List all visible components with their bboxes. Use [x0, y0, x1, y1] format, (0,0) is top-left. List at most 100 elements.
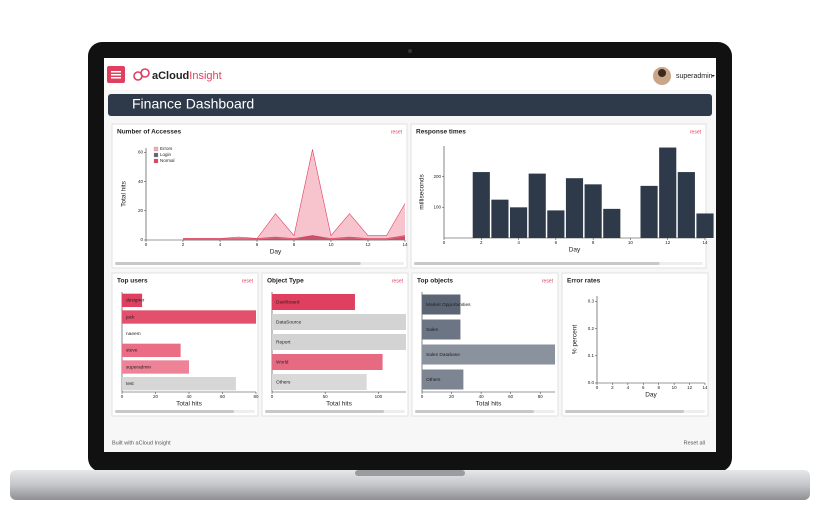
bar-label: DataSource: [276, 319, 302, 325]
bar: [422, 344, 555, 365]
bar: [122, 360, 189, 374]
top-bar: [104, 58, 716, 90]
legend-swatch: [153, 152, 159, 158]
footer-text: Built with aCloud Insight: [112, 440, 171, 446]
scroll-thumb[interactable]: [265, 410, 384, 413]
bar: [547, 210, 565, 238]
reset-all[interactable]: Reset all: [684, 440, 705, 446]
bar: [272, 354, 383, 370]
panel-title: Error rates: [567, 278, 601, 285]
bar: [122, 377, 236, 391]
x-axis-label: Total hits: [326, 401, 352, 408]
area-fill: [183, 149, 405, 240]
bar-label: naeem: [126, 332, 141, 337]
bar: [422, 294, 461, 315]
reset-link[interactable]: reset: [542, 278, 554, 284]
bar: [122, 343, 181, 357]
panel: [561, 272, 709, 417]
bar: [472, 172, 490, 238]
menu-icon: [111, 77, 121, 79]
x-tick-label: 4: [627, 385, 630, 390]
x-tick-label: 2: [480, 240, 483, 245]
reset-link[interactable]: reset: [392, 278, 404, 284]
bar: [565, 178, 584, 238]
bar: [640, 185, 658, 238]
bar: [122, 310, 256, 324]
x-axis-label: Day: [645, 392, 657, 399]
bar-label: Market Opportunities: [426, 302, 471, 308]
user-caret: [711, 75, 715, 77]
y-tick-label: 100: [433, 205, 441, 210]
x-tick-label: 0: [443, 240, 446, 245]
x-tick-label: 14: [702, 385, 708, 390]
x-tick-label: 8: [293, 242, 296, 247]
logo-b: Insight: [189, 70, 221, 82]
x-tick-label: 50: [323, 394, 329, 399]
panel-title: Number of Accesses: [117, 129, 181, 136]
bar: [122, 293, 143, 307]
y-tick-label: 0.2: [588, 326, 595, 331]
x-tick-label: 40: [186, 394, 192, 399]
base-notch: [355, 470, 465, 476]
x-tick-label: 6: [256, 242, 259, 247]
x-tick-label: 8: [592, 240, 595, 245]
x-tick-label: 0: [271, 394, 274, 399]
scroll-thumb[interactable]: [115, 262, 361, 265]
bar-label: steve: [126, 348, 138, 354]
bar-label: Sales: [426, 327, 439, 333]
bar: [272, 314, 406, 330]
scroll-thumb[interactable]: [415, 410, 534, 413]
laptop-base: [10, 470, 810, 500]
y-tick-label: 20: [138, 208, 144, 213]
x-tick-label: 12: [687, 385, 693, 390]
bar: [272, 294, 355, 310]
panel-title: Object Type: [267, 278, 304, 285]
x-axis-label: Day: [270, 249, 282, 256]
camera: [408, 49, 412, 53]
bar-label: Others: [276, 379, 291, 385]
x-tick-label: 10: [328, 242, 334, 247]
panel-title: Response times: [416, 129, 466, 136]
legend-swatch: [153, 146, 159, 152]
reset-link[interactable]: reset: [391, 129, 403, 135]
scroll-thumb[interactable]: [565, 410, 684, 413]
x-tick-label: 6: [642, 385, 645, 390]
x-tick-label: 20: [153, 394, 159, 399]
x-tick-label: 80: [253, 394, 259, 399]
logo: aCloudInsight: [152, 70, 222, 82]
panel: [111, 123, 408, 269]
bar-label: jack: [125, 314, 135, 320]
bar: [696, 213, 714, 238]
x-tick-label: 80: [538, 394, 544, 399]
y-axis-label: milliseconds: [419, 174, 426, 210]
y-tick-label: 60: [138, 150, 144, 155]
x-tick-label: 0: [145, 242, 148, 247]
bar: [272, 374, 367, 390]
bar: [603, 208, 621, 238]
legend-swatch: [153, 158, 159, 164]
x-tick-label: 100: [375, 394, 383, 399]
bar: [272, 334, 406, 350]
bar: [677, 172, 695, 238]
bar: [422, 319, 461, 340]
scroll-thumb[interactable]: [414, 262, 660, 265]
user-name[interactable]: superadmin: [676, 73, 713, 80]
bar-label: Dashboard: [276, 299, 300, 305]
bar-label: test: [126, 381, 134, 387]
menu-icon: [111, 74, 121, 76]
x-axis-label: Total hits: [476, 401, 502, 408]
panel-title: Top users: [117, 278, 148, 285]
bar-label: Sales Database: [426, 352, 460, 358]
logo-a: aCloud: [152, 70, 189, 82]
scroll-thumb[interactable]: [115, 410, 234, 413]
logo-mark: [140, 68, 150, 78]
y-axis-label: % percent: [572, 325, 579, 354]
reset-link[interactable]: reset: [242, 278, 254, 284]
x-tick-label: 20: [449, 394, 455, 399]
reset-link[interactable]: reset: [690, 129, 702, 135]
menu-icon: [111, 71, 121, 73]
legend-label: Errors: [160, 146, 173, 151]
y-tick-label: 0.0: [588, 380, 595, 385]
x-tick-label: 10: [628, 240, 634, 245]
